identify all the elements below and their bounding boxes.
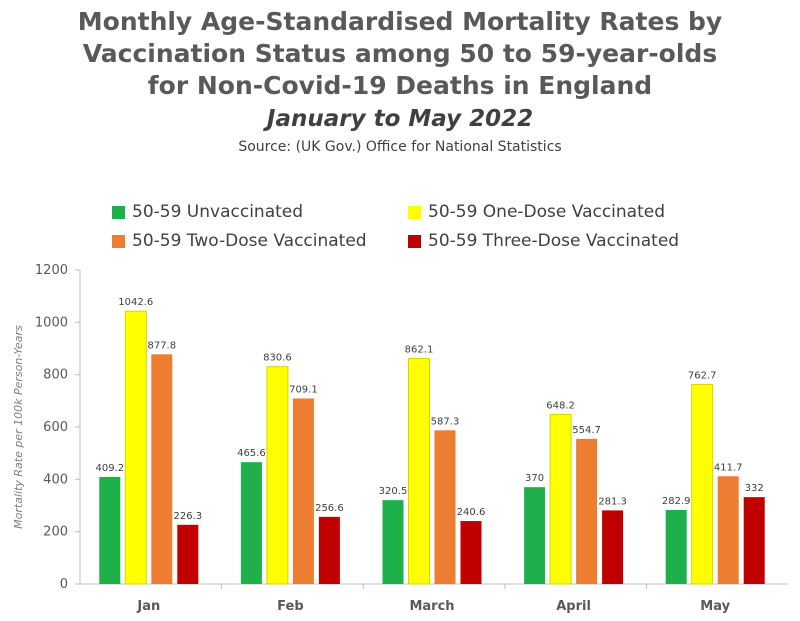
x-category-label: March [409,599,454,614]
legend-item-three-dose: 50-59 Three-Dose Vaccinated [408,231,679,251]
bar-april-series-1 [524,487,546,584]
bar-april-series-4 [602,510,624,584]
x-category-label: Jan [136,599,160,614]
chart-subtitle: January to May 2022 [266,106,534,132]
y-tick-label: 200 [43,525,68,540]
data-label-april-series-3: 554.7 [572,425,601,436]
chart-source: Source: (UK Gov.) Office for National St… [238,139,562,155]
data-label-jan-series-4: 226.3 [173,511,202,522]
data-label-feb-series-4: 256.6 [315,503,344,514]
data-label-march-series-3: 587.3 [431,416,460,427]
bar-march-series-2 [408,357,430,585]
data-label-jan-series-2: 1042.6 [118,297,153,308]
data-label-april-series-4: 281.3 [598,496,627,507]
legend-swatch-two-dose [112,234,125,248]
bar-feb-series-4 [318,516,340,584]
chart-title-line-1: Monthly Age-Standardised Mortality Rates… [77,7,723,36]
data-label-april-series-1: 370 [525,473,544,484]
y-tick-label: 800 [43,368,68,383]
y-tick-label: 600 [43,420,68,435]
data-label-april-series-2: 648.2 [546,400,575,411]
data-label-feb-series-2: 830.6 [263,353,292,364]
legend-item-one-dose: 50-59 One-Dose Vaccinated [408,202,665,222]
chart-legend: 50-59 Unvaccinated 50-59 One-Dose Vaccin… [0,200,800,256]
bar-jan-series-3 [151,354,173,584]
data-label-may-series-2: 762.7 [688,370,717,381]
bar-jan-series-2 [124,310,147,585]
bar-may-series-3 [717,476,739,584]
data-label-jan-series-1: 409.2 [95,463,124,474]
y-tick-label: 1000 [35,315,68,330]
legend-swatch-three-dose [408,234,421,248]
data-label-march-series-4: 240.6 [457,507,486,518]
legend-item-unvaccinated: 50-59 Unvaccinated [112,202,303,222]
y-tick-label: 0 [60,577,68,592]
data-label-march-series-2: 862.1 [405,344,434,355]
x-category-label: May [700,599,730,614]
chart-title-line-3: for Non-Covid-19 Deaths in England [147,71,653,100]
bar-chart-plot: 0 200 400 600 800 1000 1200 Mortality Rate per … [12,263,788,614]
bar-april-series-2 [549,413,572,585]
bar-march-series-3 [434,430,456,584]
chart-title-line-2: Vaccination Status among 50 to 59-year-o… [82,39,718,68]
y-tick-label: 1200 [35,263,68,278]
legend-label-unvaccinated: 50-59 Unvaccinated [132,202,304,222]
x-category-label: April [556,599,591,614]
bar-may-series-4 [743,497,765,584]
legend-label-three-dose: 50-59 Three-Dose Vaccinated [428,231,680,251]
y-tick-label: 400 [43,472,68,487]
bar-feb-series-1 [240,462,262,584]
data-label-may-series-4: 332 [745,483,764,494]
legend-label-one-dose: 50-59 One-Dose Vaccinated [428,202,666,222]
x-category-label: Feb [277,599,303,614]
legend-swatch-unvaccinated [112,205,125,219]
bar-may-series-1 [665,509,687,584]
data-label-march-series-1: 320.5 [379,486,408,497]
bar-jan-series-1 [99,476,121,584]
data-label-may-series-1: 282.9 [662,496,691,507]
y-axis-title: Mortality Rate per 100k Person-Years [12,325,25,529]
data-label-feb-series-3: 709.1 [289,384,318,395]
bar-march-series-4 [460,521,482,584]
legend-item-two-dose: 50-59 Two-Dose Vaccinated [112,231,367,251]
bar-feb-series-3 [292,398,314,584]
data-label-jan-series-3: 877.8 [147,340,176,351]
legend-swatch-one-dose [408,205,421,219]
data-label-feb-series-1: 465.6 [237,448,266,459]
data-label-may-series-3: 411.7 [714,462,743,473]
legend-label-two-dose: 50-59 Two-Dose Vaccinated [132,231,367,251]
chart-header: Monthly Age-Standardised Mortality Rates… [0,6,800,156]
bar-april-series-3 [576,438,598,584]
bar-may-series-2 [691,383,714,585]
bar-march-series-1 [382,500,404,584]
bar-feb-series-2 [266,366,289,585]
bar-jan-series-4 [177,524,199,584]
